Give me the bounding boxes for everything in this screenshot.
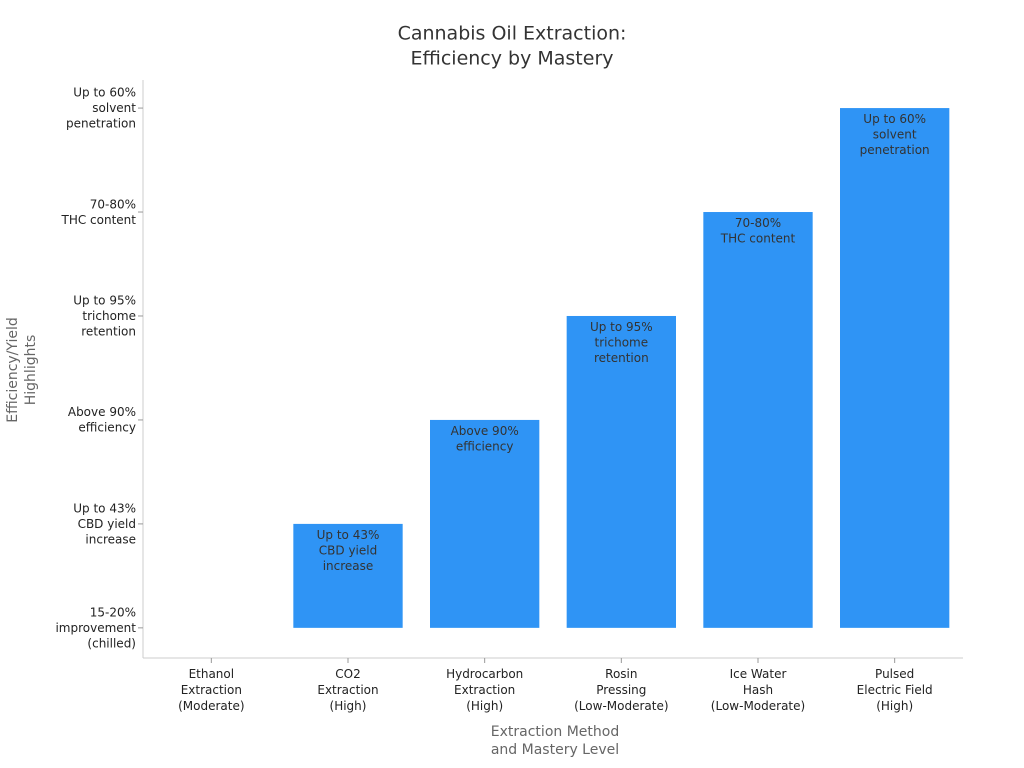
x-tick-label: Rosin Pressing (Low-Moderate): [574, 667, 668, 713]
x-tick-label: Hydrocarbon Extraction (High): [446, 667, 523, 713]
value-label: 70-80% THC content: [720, 216, 796, 246]
y-tick-label: Up to 60% solvent penetration: [66, 85, 136, 130]
y-tick-label: 70-80% THC content: [61, 197, 137, 227]
bar: [430, 419, 540, 628]
y-tick-label: 15-20% improvement (chilled): [55, 605, 136, 650]
chart-title: Cannabis Oil Extraction: Efficiency by Ma…: [398, 22, 627, 69]
x-axis-label: Extraction Method and Mastery Level: [491, 724, 619, 758]
x-tick-label: CO2 Extraction (High): [317, 667, 378, 713]
bar: [703, 212, 813, 628]
x-tick-label: Ice Water Hash (Low-Moderate): [711, 667, 805, 713]
bar: [840, 108, 950, 628]
bar: [566, 315, 676, 628]
bar: [293, 523, 403, 628]
value-label: Up to 95% trichome retention: [590, 319, 653, 364]
y-tick-label: Up to 95% trichome retention: [73, 293, 136, 338]
value-label: Up to 60% solvent penetration: [860, 112, 930, 157]
y-axis-label: Efficiency/Yield Highlights: [5, 317, 39, 423]
x-tick-label: Pulsed Electric Field (High): [857, 667, 933, 713]
value-label: Up to 43% CBD yield increase: [317, 527, 380, 572]
y-tick-label: Above 90% efficiency: [68, 405, 136, 435]
value-label: Above 90% efficiency: [451, 423, 519, 453]
x-tick-label: Ethanol Extraction (Moderate): [178, 667, 244, 713]
y-tick-label: Up to 43% CBD yield increase: [73, 501, 136, 546]
